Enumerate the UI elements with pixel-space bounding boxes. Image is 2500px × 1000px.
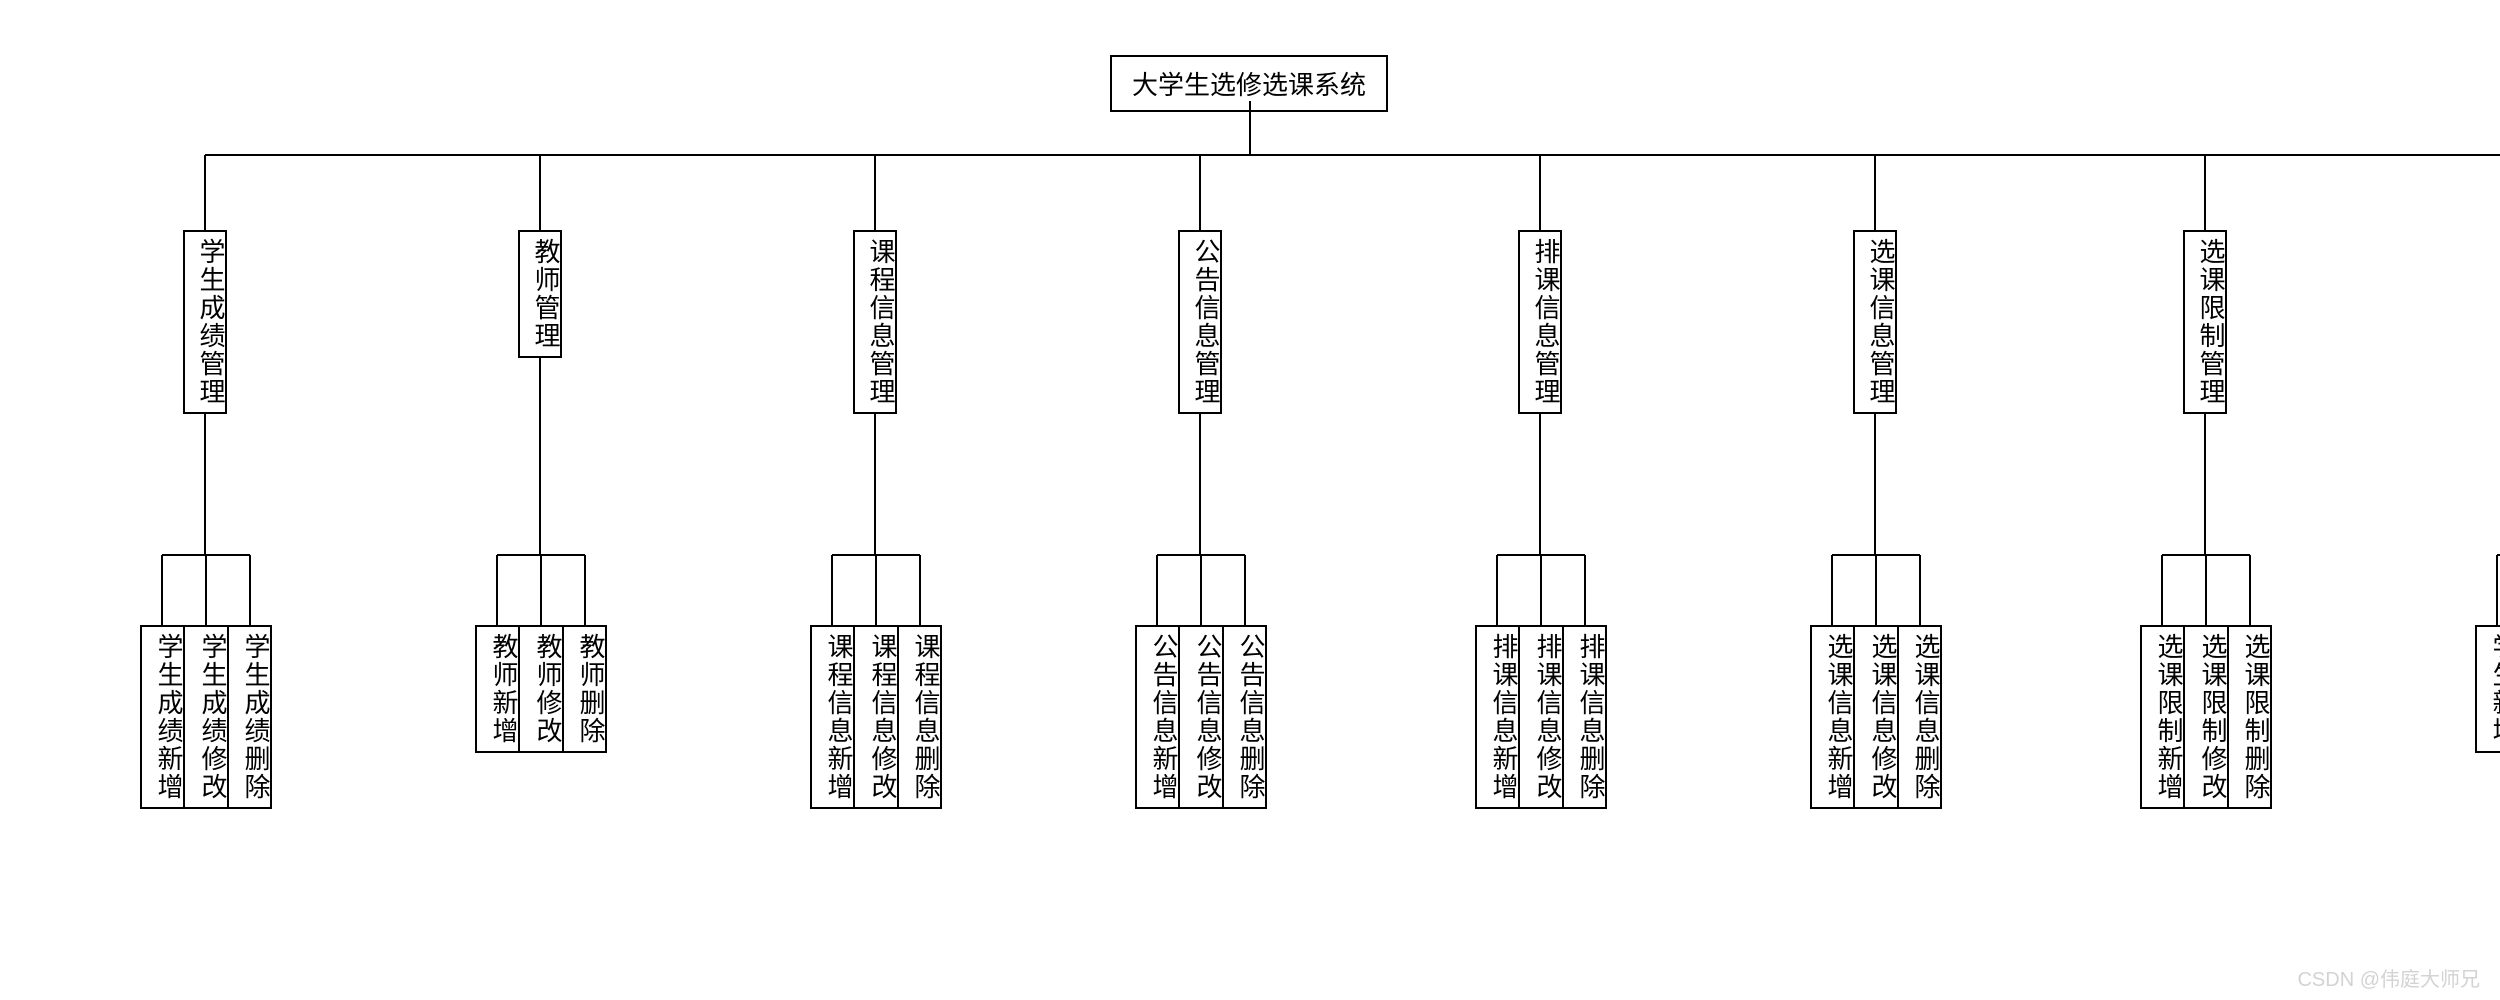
leaf-node: 选课限制新增	[2140, 625, 2184, 809]
connector-lines	[0, 0, 2500, 1000]
leaf-group: 教师新增教师修改教师删除	[475, 625, 607, 753]
leaf-node: 学生成绩修改	[184, 625, 228, 809]
leaf-group: 公告信息新增公告信息修改公告信息删除	[1135, 625, 1267, 809]
leaf-node: 排课信息修改	[1519, 625, 1563, 809]
leaf-node: 学生成绩删除	[228, 625, 272, 809]
leaf-group: 排课信息新增排课信息修改排课信息删除	[1475, 625, 1607, 809]
leaf-node: 选课限制删除	[2228, 625, 2272, 809]
leaf-node: 教师新增	[475, 625, 519, 753]
leaf-node: 选课信息修改	[1854, 625, 1898, 809]
leaf-node: 公告信息新增	[1135, 625, 1179, 809]
leaf-group: 学生新增学生修改学生删除	[2475, 625, 2500, 753]
module-node: 选课信息管理	[1853, 230, 1897, 414]
leaf-group: 学生成绩新增学生成绩修改学生成绩删除	[140, 625, 272, 809]
module-node: 排课信息管理	[1518, 230, 1562, 414]
leaf-node: 学生新增	[2475, 625, 2500, 753]
module-node: 公告信息管理	[1178, 230, 1222, 414]
module-node: 选课限制管理	[2183, 230, 2227, 414]
leaf-node: 公告信息删除	[1223, 625, 1267, 809]
leaf-node: 选课信息删除	[1898, 625, 1942, 809]
leaf-node: 教师修改	[519, 625, 563, 753]
leaf-node: 学生成绩新增	[140, 625, 184, 809]
leaf-group: 选课限制新增选课限制修改选课限制删除	[2140, 625, 2272, 809]
watermark: CSDN @伟庭大师兄	[2297, 963, 2480, 992]
leaf-node: 课程信息修改	[854, 625, 898, 809]
leaf-group: 选课信息新增选课信息修改选课信息删除	[1810, 625, 1942, 809]
leaf-group: 课程信息新增课程信息修改课程信息删除	[810, 625, 942, 809]
module-node: 课程信息管理	[853, 230, 897, 414]
leaf-node: 选课信息新增	[1810, 625, 1854, 809]
leaf-node: 公告信息修改	[1179, 625, 1223, 809]
module-node: 教师管理	[518, 230, 562, 358]
leaf-node: 课程信息新增	[810, 625, 854, 809]
leaf-node: 课程信息删除	[898, 625, 942, 809]
leaf-node: 选课限制修改	[2184, 625, 2228, 809]
leaf-node: 教师删除	[563, 625, 607, 753]
root-node: 大学生选修选课系统	[1110, 55, 1388, 112]
leaf-node: 排课信息删除	[1563, 625, 1607, 809]
leaf-node: 排课信息新增	[1475, 625, 1519, 809]
module-node: 学生成绩管理	[183, 230, 227, 414]
